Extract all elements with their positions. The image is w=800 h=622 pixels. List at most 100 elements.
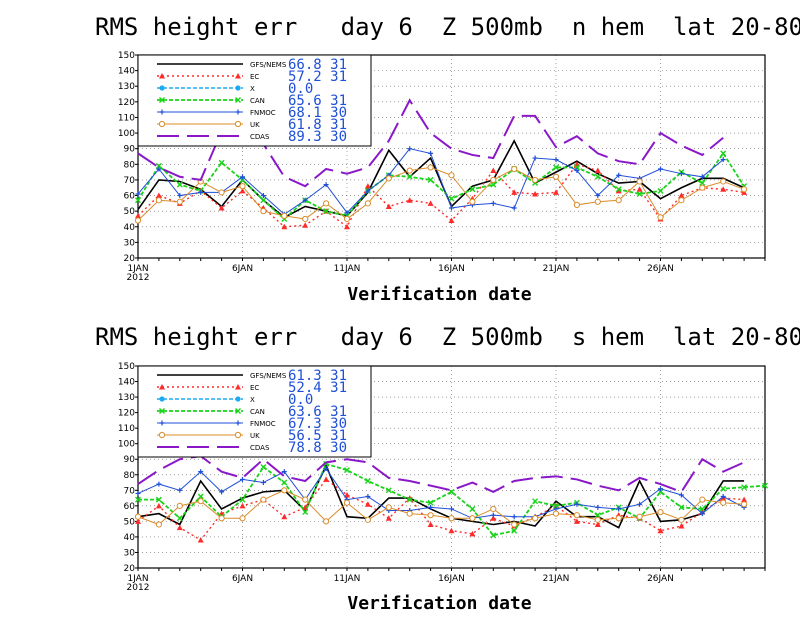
uk-point [323,518,330,525]
x-tick-label: 16JAN [438,264,465,274]
uk-point [678,516,685,523]
can-point [260,197,267,204]
y-tick-label: 20 [124,254,136,264]
y-tick-label: 80 [124,471,136,481]
x-point [235,396,241,402]
series-uk [134,164,748,224]
fnmoc-point [281,469,287,475]
fnmoc-point [490,200,496,206]
fnmoc-point [240,476,245,482]
can-point [260,464,267,470]
series-ec [135,476,748,543]
fnmoc-point [449,506,454,512]
fnmoc-point [616,506,622,512]
fnmoc-point [490,512,496,518]
fnmoc-point [323,466,329,472]
can-point [553,502,559,509]
can-point [762,482,768,489]
legend-series-stats: 68.1 30 [288,105,347,121]
legend-series-stats: 61.3 31 [288,368,347,384]
ec-point [553,189,559,195]
uk-point [511,165,518,173]
y-tick-label: 50 [124,517,136,527]
can-point [135,197,141,204]
ec-point [135,518,141,524]
ec-point [235,73,241,79]
uk-point [532,176,539,184]
uk-point [594,516,601,523]
legend-series-name: CDAS [250,133,270,141]
can-point [302,509,309,516]
x-tick-label: 11JAN [334,574,361,584]
x-tick-label: 16JAN [438,574,465,584]
can-point [490,532,497,539]
uk-point [302,215,309,223]
fnmoc-point [156,166,162,172]
uk-point [469,515,476,522]
fnmoc-point [365,188,371,194]
y-tick-label: 120 [118,409,135,419]
ec-point [364,183,371,189]
fnmoc-point [532,155,538,161]
uk-point [385,504,392,511]
y-tick-label: 100 [118,440,135,450]
fnmoc-point [159,109,165,115]
legend-series-stats: 57.2 31 [288,69,347,85]
y-tick-label: 130 [118,393,135,403]
ec-point [281,223,288,230]
ec-point [239,187,246,194]
y-tick-label: 100 [118,129,135,139]
uk-point [385,175,392,182]
fnmoc-point [135,490,141,496]
uk-point [176,502,183,509]
y-tick-label: 20 [124,564,136,574]
fnmoc-point [595,504,601,510]
uk-point [218,189,225,196]
can-point [239,496,246,503]
legend-series-stats: 0.0 [288,392,313,408]
fnmoc-point [699,174,705,180]
uk-point [427,164,434,171]
ec-point [594,167,601,174]
y-tick-label: 30 [124,238,136,248]
uk-point [281,487,288,494]
uk-point [657,508,664,516]
ec-point [155,192,162,199]
uk-point [239,515,246,522]
can-point [385,487,392,494]
fnmoc-point [260,193,266,199]
fnmoc-point [720,157,726,163]
y-tick-label: 150 [118,362,135,372]
series-cdas [137,455,745,494]
legend-series-stats: 56.5 31 [288,428,347,444]
series-line [137,151,745,221]
can-point [323,208,330,215]
legend-series-name: GFS/NEMS [250,372,287,380]
uk-point [260,208,267,215]
legend-series-name: EC [250,384,259,392]
can-point [741,484,748,491]
ec-point [448,217,455,224]
x-axis-label: Verification date [347,284,531,305]
can-point [469,186,476,193]
ec-point [385,203,392,209]
legend-series-name: CDAS [250,444,270,452]
ec-point [490,515,497,521]
fnmoc-point [260,480,266,486]
uk-point [699,496,706,503]
legend-series-stats: 78.8 30 [288,440,347,456]
fnmoc-point [302,197,308,203]
ec-point [741,496,748,503]
can-point [155,496,162,503]
ec-point [218,205,225,211]
uk-point [364,516,371,523]
ec-point [235,384,241,390]
y-tick-label: 110 [118,424,135,434]
y-tick-label: 50 [124,207,136,217]
chart-panel-shem: RMS height err day 6 Z 500mb s hem lat 2… [95,323,800,614]
fnmoc-point [407,146,413,152]
ec-point [197,537,204,543]
can-point [657,187,664,194]
legend-series-name: X [250,85,255,93]
fnmoc-point [678,171,684,177]
